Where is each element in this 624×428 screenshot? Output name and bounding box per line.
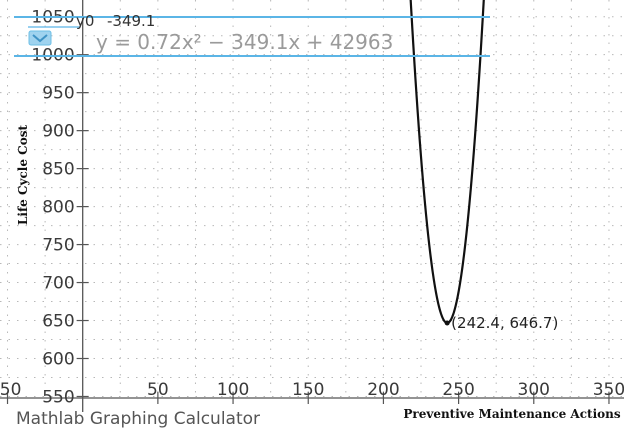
annotation-layer: (242.4, 646.7): [444, 314, 558, 332]
minimum-point-label: (242.4, 646.7): [451, 314, 558, 332]
curve-layer[interactable]: [383, 0, 511, 325]
x-tick-label: 350: [593, 380, 624, 400]
x-tick-label: -50: [0, 380, 21, 400]
y-tick-label: 800: [42, 198, 74, 218]
y-tick-label: 750: [42, 236, 74, 256]
function-icon[interactable]: [28, 30, 52, 46]
parameter-label: y0: [76, 12, 94, 30]
y-tick-label: 600: [42, 350, 74, 370]
x-tick-label: 150: [292, 380, 324, 400]
function-curve[interactable]: [383, 0, 511, 325]
function-formula[interactable]: y = 0.72x² − 349.1x + 42963: [96, 30, 393, 54]
minimum-point-marker[interactable]: [444, 320, 450, 326]
tick-labels: 55060065070075080085090095010001050-5050…: [0, 8, 624, 408]
parameter-value[interactable]: -349.1: [107, 12, 155, 30]
y-tick-label: 700: [42, 274, 74, 294]
y-tick-label: 650: [42, 312, 74, 332]
y-tick-label: 950: [42, 84, 74, 104]
y-tick-label: 550: [42, 387, 74, 407]
x-tick-label: 100: [217, 380, 249, 400]
x-tick-label: 250: [442, 380, 474, 400]
y-axis-title: Life Cycle Cost: [16, 125, 30, 225]
axes: [0, 0, 624, 412]
x-tick-label: 300: [518, 380, 550, 400]
x-tick-label: 50: [147, 380, 169, 400]
x-tick-label: 200: [367, 380, 399, 400]
y-tick-label: 900: [42, 122, 74, 142]
function-bar[interactable]: y0 -349.1 y = 0.72x² − 349.1x + 42963: [14, 12, 490, 57]
y-tick-label: 850: [42, 160, 74, 180]
grid: [0, 0, 624, 398]
app-title: Mathlab Graphing Calculator: [16, 409, 260, 428]
x-axis-title: Preventive Maintenance Actions: [403, 407, 621, 421]
